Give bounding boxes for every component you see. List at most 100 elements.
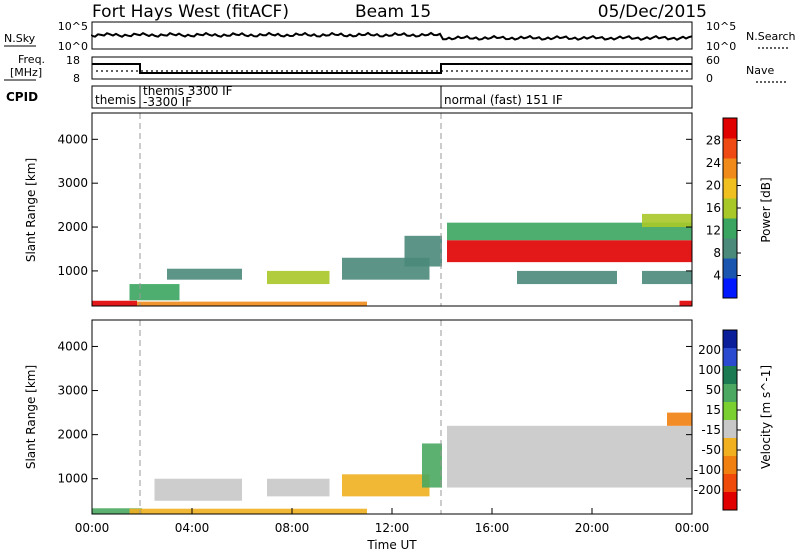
velocity-region-4 bbox=[342, 474, 430, 497]
velocity-colorbar-tick-7: -200 bbox=[694, 483, 721, 497]
power-ylabel: Slant Range [km] bbox=[24, 158, 38, 262]
xtick-2: 08:00 bbox=[275, 521, 310, 535]
freq-label-2: [MHz] bbox=[10, 66, 42, 79]
velocity-colorbar-tick-3: 15 bbox=[706, 403, 721, 417]
velocity-colorbar-swatch-2 bbox=[723, 366, 737, 385]
power-region-3 bbox=[167, 268, 242, 280]
power-region-2 bbox=[129, 284, 180, 301]
power-region-11 bbox=[642, 213, 692, 228]
power-region-10 bbox=[642, 270, 692, 285]
velocity-colorbar-swatch-7 bbox=[723, 456, 737, 475]
cpid-segment-3: normal (fast) 151 IF bbox=[444, 93, 563, 107]
velocity-colorbar-label: Velocity [m s^-1] bbox=[759, 365, 773, 469]
power-colorbar-swatch-1 bbox=[723, 258, 737, 279]
velocity-colorbar-swatch-4 bbox=[723, 402, 737, 421]
velocity-region-2 bbox=[154, 478, 242, 501]
power-colorbar-tick-3: 16 bbox=[706, 201, 721, 215]
frequency-line bbox=[92, 63, 692, 74]
velocity-marks bbox=[92, 412, 692, 514]
velocity-colorbar-swatch-5 bbox=[723, 420, 737, 439]
power-region-12 bbox=[679, 300, 692, 306]
nave-tick-top: 60 bbox=[706, 54, 720, 67]
power-colorbar: 4 8 12 16 20 24 28 bbox=[706, 117, 741, 299]
power-colorbar-tick-0: 4 bbox=[713, 269, 721, 283]
cpid-segment-1: themis bbox=[95, 93, 136, 107]
velocity-colorbar-swatch-6 bbox=[723, 438, 737, 457]
radar-title: Fort Hays West (fitACF) bbox=[92, 2, 289, 22]
power-ytick-1: 2000 bbox=[57, 220, 88, 234]
velocity-colorbar-tick-1: 100 bbox=[698, 363, 721, 377]
velocity-ytick-3: 4000 bbox=[57, 339, 88, 353]
power-marks bbox=[92, 213, 692, 306]
xtick-0: 00:00 bbox=[75, 521, 110, 535]
power-colorbar-swatch-8 bbox=[723, 118, 737, 139]
xtick-3: 12:00 bbox=[375, 521, 410, 535]
xtick-6: 00:00 bbox=[675, 521, 710, 535]
noise-left-tick-top: 10^5 bbox=[58, 20, 88, 33]
velocity-ytick-1: 2000 bbox=[57, 428, 88, 442]
power-colorbar-swatch-5 bbox=[723, 178, 737, 199]
cpid-label: CPID bbox=[6, 90, 38, 104]
velocity-region-7 bbox=[667, 412, 692, 426]
power-colorbar-swatch-3 bbox=[723, 218, 737, 239]
velocity-ytick-2: 3000 bbox=[57, 384, 88, 398]
power-colorbar-tick-2: 12 bbox=[706, 224, 721, 238]
velocity-region-5 bbox=[422, 443, 442, 488]
power-ytick-3: 4000 bbox=[57, 132, 88, 146]
date-label: 05/Dec/2015 bbox=[598, 2, 707, 22]
power-region-0 bbox=[92, 300, 137, 306]
xtick-5: 20:00 bbox=[575, 521, 610, 535]
freq-label-1: Freq. bbox=[18, 53, 45, 66]
power-region-1 bbox=[137, 301, 367, 306]
velocity-colorbar-tick-6: -100 bbox=[694, 463, 721, 477]
nave-tick-bottom: 0 bbox=[706, 72, 713, 85]
power-colorbar-swatch-0 bbox=[723, 278, 737, 299]
velocity-colorbar-swatch-0 bbox=[723, 330, 737, 349]
power-colorbar-label: Power [dB] bbox=[759, 177, 773, 242]
noise-left-tick-bottom: 10^0 bbox=[58, 40, 88, 53]
power-ytick-0: 1000 bbox=[57, 264, 88, 278]
cpid-segment-2-line-2: -3300 IF bbox=[143, 95, 192, 109]
time-axis-label: Time UT bbox=[366, 538, 417, 552]
xtick-4: 16:00 bbox=[475, 521, 510, 535]
noise-right-label: N.Search bbox=[746, 30, 796, 43]
xtick-1: 04:00 bbox=[175, 521, 210, 535]
velocity-colorbar-tick-4: -15 bbox=[701, 423, 721, 437]
velocity-colorbar-tick-5: -50 bbox=[701, 443, 721, 457]
velocity-colorbar-swatch-8 bbox=[723, 474, 737, 493]
velocity-colorbar-swatch-1 bbox=[723, 348, 737, 367]
power-region-4 bbox=[267, 270, 330, 285]
power-region-8 bbox=[447, 222, 692, 241]
power-colorbar-swatch-6 bbox=[723, 158, 737, 179]
velocity-colorbar-tick-2: 50 bbox=[706, 383, 721, 397]
velocity-colorbar: 200 100 50 15 -15 -50 -100 -200 bbox=[694, 329, 741, 511]
cpid-panel: CPID themis themis 3300 IF -3300 IF norm… bbox=[6, 84, 693, 109]
velocity-colorbar-swatch-3 bbox=[723, 384, 737, 403]
power-colorbar-tick-4: 20 bbox=[706, 179, 721, 193]
velocity-region-6 bbox=[447, 425, 692, 488]
power-ytick-2: 3000 bbox=[57, 176, 88, 190]
noise-right-tick-bottom: 10^0 bbox=[706, 40, 736, 53]
velocity-panel: 1000 2000 3000 4000 00:00 04:00 08:00 12:00 16:… bbox=[24, 319, 773, 552]
power-colorbar-swatch-4 bbox=[723, 198, 737, 219]
power-panel: 1000 2000 3000 4000 Slant Range [km] 4 8 12 16… bbox=[24, 112, 773, 307]
velocity-colorbar-swatch-9 bbox=[723, 492, 737, 511]
velocity-colorbar-tick-0: 200 bbox=[698, 343, 721, 357]
velocity-ylabel: Slant Range [km] bbox=[24, 365, 38, 469]
noise-left-label: N.Sky bbox=[4, 32, 36, 45]
noise-panel: N.Sky 10^5 10^0 10^5 10^0 N.Search bbox=[4, 20, 796, 53]
power-colorbar-tick-5: 24 bbox=[706, 156, 721, 170]
power-colorbar-tick-6: 28 bbox=[706, 134, 721, 148]
frequency-panel: Freq. [MHz] 18 8 60 0 Nave bbox=[4, 53, 788, 85]
power-region-6 bbox=[404, 235, 442, 267]
power-colorbar-swatch-2 bbox=[723, 238, 737, 259]
freq-tick-bottom: 8 bbox=[73, 72, 80, 85]
power-region-7 bbox=[447, 240, 692, 263]
noise-right-tick-top: 10^5 bbox=[706, 20, 736, 33]
nave-label: Nave bbox=[746, 64, 774, 77]
velocity-ytick-0: 1000 bbox=[57, 472, 88, 486]
velocity-region-1 bbox=[129, 508, 367, 514]
power-colorbar-tick-1: 8 bbox=[713, 246, 721, 260]
power-colorbar-swatch-7 bbox=[723, 138, 737, 159]
